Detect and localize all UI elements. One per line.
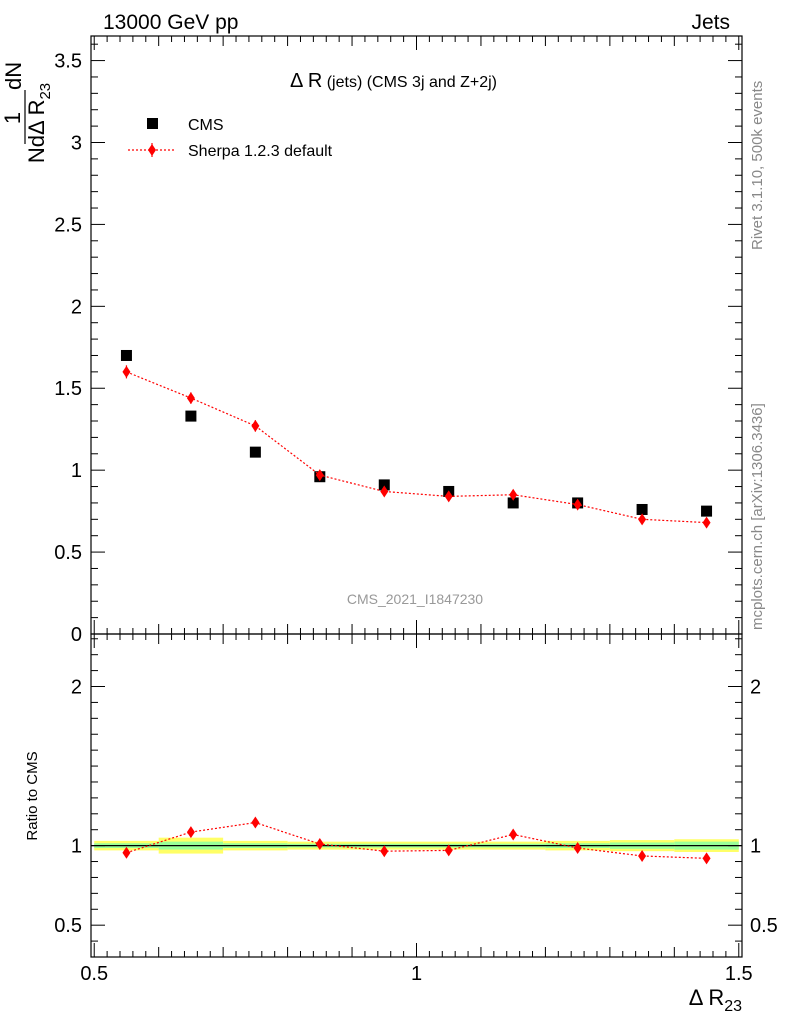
ratio-y-tick-label-right: 1 xyxy=(750,836,761,858)
ylabel-one: 1 xyxy=(0,112,25,124)
mc-line xyxy=(126,371,707,524)
mc-data-point xyxy=(380,485,389,498)
ylabel-numerator: dN xyxy=(1,62,26,90)
ratio-panel-marks xyxy=(122,816,711,865)
cms-data-point xyxy=(636,503,648,515)
top-y-tick-label: 3 xyxy=(71,132,82,154)
legend-mc-label: Sherpa 1.2.3 default xyxy=(188,143,333,160)
legend-cms-marker xyxy=(147,118,158,129)
axes: 0.5 1 1.5 0 0.5 1 1.5 2 2.5 3 3.5 0.5 0.5 1 1 2 2 xyxy=(54,36,778,985)
cms-data-point xyxy=(120,349,132,361)
mc-data-point xyxy=(251,419,260,432)
mc-data-point xyxy=(444,490,453,503)
legend-mc-marker xyxy=(148,144,156,156)
rivet-version-label: Rivet 3.1.10, 500k events xyxy=(749,81,766,250)
cms-data-point xyxy=(249,446,261,458)
ratio-y-tick-label-left: 0.5 xyxy=(54,915,82,937)
ratio-y-tick-label-left: 1 xyxy=(71,836,82,858)
ratio-ylabel: Ratio to CMS xyxy=(24,751,41,840)
top-y-tick-label: 0.5 xyxy=(54,542,82,564)
ratio-y-tick-label-left: 2 xyxy=(71,677,82,699)
mc-data-point xyxy=(122,365,131,378)
ratio-data-point xyxy=(702,852,711,865)
ratio-uncertainty-band xyxy=(91,837,742,854)
ratio-y-tick-label-right: 2 xyxy=(750,677,761,699)
mc-data-point xyxy=(509,488,518,501)
cms-data-point xyxy=(378,479,390,491)
ratio-data-point xyxy=(122,846,131,859)
top-y-tick-label: 1 xyxy=(71,460,82,482)
mc-data-point xyxy=(702,516,711,529)
ratio-data-point xyxy=(573,842,582,855)
top-panel-marks xyxy=(120,349,713,529)
plot-title: Δ R (jets) (CMS 3j and Z+2j) xyxy=(290,70,497,92)
ratio-data-point xyxy=(186,826,195,839)
mc-data-point xyxy=(573,498,582,511)
x-tick-label: 1.5 xyxy=(725,963,753,985)
x-tick-label: 0.5 xyxy=(80,963,108,985)
header-energy-label: 13000 GeV pp xyxy=(103,11,238,34)
top-y-tick-label: 1.5 xyxy=(54,378,82,400)
ratio-data-point xyxy=(315,838,324,851)
ratio-data-point xyxy=(380,845,389,858)
ratio-line xyxy=(126,821,707,859)
analysis-watermark: CMS_2021_I1847230 xyxy=(347,591,483,607)
top-y-tick-label: 3.5 xyxy=(54,51,82,73)
x-tick-label: 1 xyxy=(411,963,422,985)
mc-data-point xyxy=(186,392,195,405)
mc-data-point xyxy=(638,513,647,526)
legend: CMS Sherpa 1.2.3 default xyxy=(128,117,333,160)
ylabel-denominator: NdΔ R23 xyxy=(24,83,54,163)
top-y-tick-label: 2 xyxy=(71,296,82,318)
legend-cms-label: CMS xyxy=(188,117,224,134)
xlabel: Δ R23 xyxy=(689,985,742,1015)
mc-data-point xyxy=(315,469,324,482)
top-y-tick-label: 0 xyxy=(71,624,82,646)
ratio-panel-frame xyxy=(90,633,743,958)
top-y-tick-label: 2.5 xyxy=(54,214,82,236)
ratio-data-point xyxy=(251,816,260,829)
cms-data-point xyxy=(185,410,197,422)
ratio-y-tick-label-right: 0.5 xyxy=(750,915,778,937)
ratio-data-point xyxy=(638,849,647,862)
mcplots-label: mcplots.cern.ch [arXiv:1306.3436] xyxy=(749,403,766,630)
ratio-data-point xyxy=(444,844,453,857)
header-jets-label: Jets xyxy=(691,11,730,34)
cms-data-point xyxy=(507,497,519,509)
top-ylabel: 1 dN NdΔ R23 xyxy=(0,62,54,163)
cms-data-point xyxy=(701,505,713,517)
ratio-data-point xyxy=(509,828,518,841)
